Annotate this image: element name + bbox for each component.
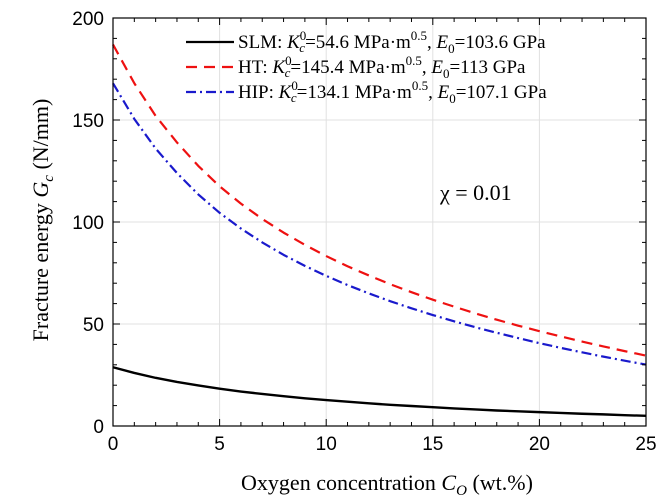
x-tick-label: 20 (529, 434, 550, 455)
x-tick-label: 10 (316, 434, 337, 455)
y-tick-label: 100 (72, 213, 104, 234)
legend-entry: HT: K0 c=145.4 MPa·m0.5, E0=113 GPa (238, 53, 526, 81)
y-tick-label: 150 (72, 111, 104, 132)
x-tick-label: 5 (214, 434, 225, 455)
axes (112, 17, 647, 427)
y-tick-label: 0 (93, 417, 104, 438)
y-tick-label: 50 (83, 315, 104, 336)
grid-lines (113, 18, 646, 426)
series-line-ht (112, 43, 647, 357)
y-tick-label: 200 (72, 9, 104, 30)
x-tick-label: 0 (108, 434, 119, 455)
x-tick-label: 25 (635, 434, 656, 455)
legend-entry: HIP: K0 c=134.1 MPa·m0.5, E0=107.1 GPa (238, 78, 547, 106)
x-axis-title: Oxygen concentration CO (wt.%) (241, 470, 533, 496)
tick-labels: 0 5 10 15 20 25 0 50 100 150 200 (72, 9, 656, 455)
annotation-chi: χ = 0.01 (439, 180, 512, 205)
series-line-hip (112, 82, 647, 366)
legend: SLM: K0 c=54.6 MPa·m0.5, E0=103.6 GPaHT: … (186, 28, 547, 106)
x-tick-label: 15 (422, 434, 443, 455)
y-axis-title: Fracture energy Gc (N/mm) (28, 99, 57, 342)
legend-entry: SLM: K0 c=54.6 MPa·m0.5, E0=103.6 GPa (238, 28, 546, 56)
series-layer (112, 43, 647, 417)
series-line-slm (112, 366, 647, 417)
